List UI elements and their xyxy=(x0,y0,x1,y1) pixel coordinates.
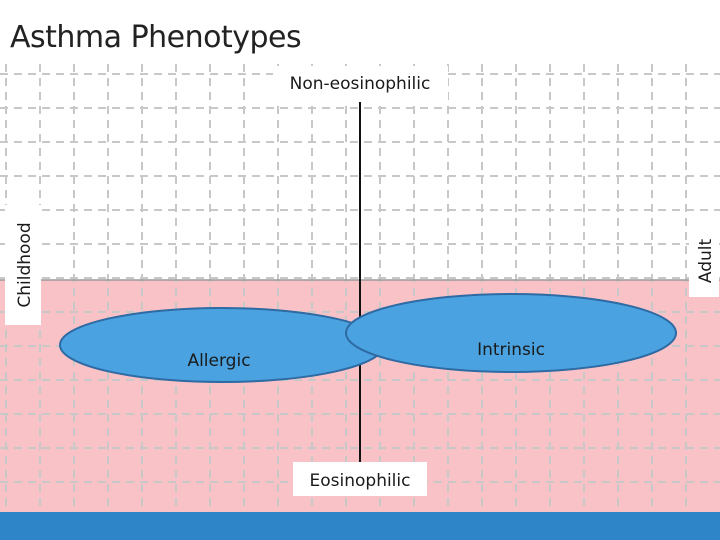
slide-title: Asthma Phenotypes xyxy=(10,20,302,55)
right-label-box xyxy=(689,225,719,297)
right-axis-label: Adult xyxy=(696,239,716,284)
intrinsic-label: Intrinsic xyxy=(477,340,545,360)
intrinsic-phenotype-ellipse xyxy=(345,293,677,373)
bottom-axis-label: Eosinophilic xyxy=(310,471,411,491)
footer-bar xyxy=(0,512,720,540)
top-axis-label: Non-eosinophilic xyxy=(290,74,431,94)
left-axis-label: Childhood xyxy=(15,222,35,307)
allergic-label: Allergic xyxy=(187,351,250,371)
bottom-label-box xyxy=(293,462,427,496)
left-label-box xyxy=(5,205,41,325)
top-label-box xyxy=(273,66,448,100)
